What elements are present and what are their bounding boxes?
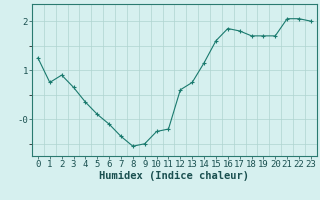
X-axis label: Humidex (Indice chaleur): Humidex (Indice chaleur) xyxy=(100,171,249,181)
